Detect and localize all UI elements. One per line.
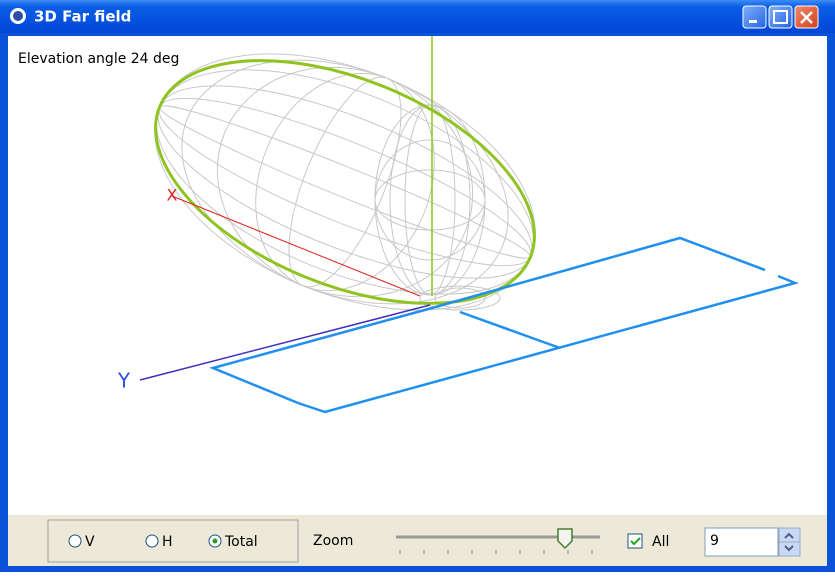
radio-label: H [162, 534, 173, 550]
minimize-button[interactable] [742, 5, 767, 29]
elevation-cut [154, 59, 536, 305]
title-bar [0, 0, 835, 33]
radio-label: Total [224, 534, 258, 550]
control-panel [8, 515, 827, 566]
y-axis [139, 304, 431, 381]
spin-value: 9 [710, 533, 719, 549]
ground-plane [209, 236, 799, 414]
x-axis-label: X [167, 186, 178, 205]
all-checkbox[interactable] [627, 533, 643, 549]
plot-area [8, 36, 827, 515]
radio-label: V [85, 534, 95, 550]
elevation-annotation: Elevation angle 24 deg [18, 51, 179, 67]
window-title: 3D Far field [34, 8, 131, 26]
radio-dot [212, 538, 218, 544]
x-axis [171, 195, 421, 297]
minimize-icon [749, 20, 757, 23]
spin-input[interactable] [704, 527, 779, 557]
all-label: All [652, 534, 669, 550]
spin-arrows [784, 532, 794, 552]
maximize-button[interactable] [768, 5, 793, 29]
zoom-label: Zoom [313, 533, 353, 549]
zoom-thumb[interactable] [557, 528, 573, 550]
app-icon [13, 11, 23, 21]
close-icon [800, 11, 813, 24]
check-mark [630, 537, 641, 546]
polarization-group [47, 519, 299, 563]
zoom-ticks [399, 550, 593, 554]
maximize-icon [773, 10, 788, 24]
radio-button[interactable] [68, 534, 82, 548]
y-axis-label: Y [117, 369, 131, 393]
radio-button[interactable] [145, 534, 159, 548]
